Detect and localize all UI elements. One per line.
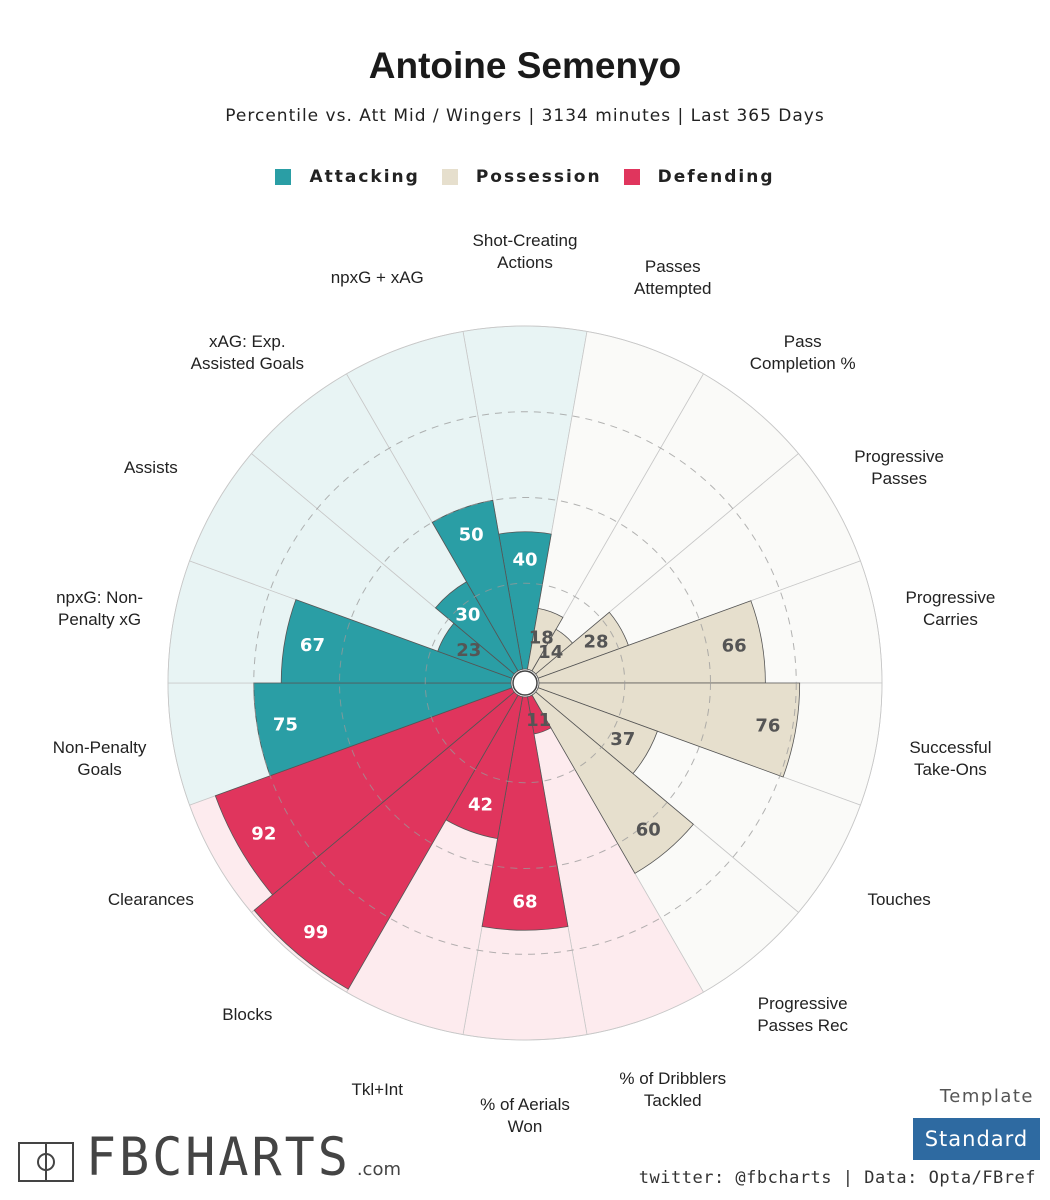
value-label-progressive-carries: 66	[722, 636, 747, 657]
grid-ring-50	[339, 497, 711, 869]
center-hole	[512, 670, 538, 696]
value-label-successful-take-ons: 76	[755, 715, 780, 736]
metric-label-progressive-passes: Progressive Passes	[854, 447, 944, 488]
metric-label-progressive-passes-rec: Progressive Passes Rec	[757, 994, 848, 1035]
metric-label-assists: Assists	[124, 458, 178, 477]
page-title: Antoine Semenyo	[368, 45, 682, 86]
metric-label-pass-completion: Pass Completion %	[750, 332, 856, 373]
bar-of-aerials-won	[481, 696, 569, 931]
grid-ring-outer	[167, 325, 883, 1041]
value-label-xag-exp-assisted-goals: 30	[455, 604, 480, 625]
metric-label-npxg-xag: npxG + xAG	[331, 268, 424, 287]
metric-labels: Shot-Creating Actions Passes Attempted Pass C…	[53, 231, 996, 1136]
legend-label-attacking: Attacking	[309, 167, 420, 187]
bar-successful-take-ons	[537, 682, 801, 778]
value-bars	[214, 499, 801, 990]
metric-label-tkl-int: Tkl+Int	[351, 1080, 403, 1099]
value-label-progressive-passes: 28	[584, 631, 609, 652]
bar-blocks	[253, 691, 519, 990]
value-label-touches: 37	[610, 729, 635, 750]
template-label: Template	[939, 1086, 1034, 1107]
legend-swatch-defending	[623, 169, 640, 185]
bar-progressive-passes-rec	[531, 691, 694, 874]
template-badge: Standard	[913, 1118, 1040, 1160]
metric-label-touches: Touches	[867, 890, 930, 909]
metric-label-of-dribblers-tackled: % of Dribblers Tackled	[619, 1069, 726, 1110]
value-label-of-dribblers-tackled: 11	[526, 710, 551, 731]
bar-clearances	[214, 687, 515, 896]
legend-label-defending: Defending	[657, 167, 775, 187]
metric-label-clearances: Clearances	[108, 890, 194, 909]
page-subtitle: Percentile vs. Att Mid / Wingers | 3134 …	[225, 106, 825, 126]
grid-ring-75	[253, 411, 797, 955]
fbcharts-logo: FBCHARTS .com	[18, 1126, 401, 1188]
logo-wordmark: FBCHARTS	[86, 1126, 351, 1188]
legend-swatch-possession	[441, 169, 458, 185]
metric-label-xag-exp-assisted-goals: xAG: Exp. Assisted Goals	[191, 332, 304, 373]
bar-shot-creating-actions	[498, 531, 552, 670]
value-label-tkl-int: 42	[468, 795, 493, 816]
metric-label-of-aerials-won: % of Aerials Won	[480, 1095, 570, 1136]
value-label-npxg-non-penalty-xg: 67	[300, 635, 325, 656]
value-label-progressive-passes-rec: 60	[636, 819, 661, 840]
legend: Attacking Possession Defending	[0, 167, 1050, 187]
grid	[167, 325, 883, 1041]
legend-item-attacking: Attacking	[275, 167, 419, 187]
value-label-pass-completion: 14	[538, 642, 563, 663]
metric-label-progressive-carries: Progressive Carries	[906, 588, 996, 629]
metric-label-npxg-non-penalty-xg: npxG: Non-Penalty xG	[56, 588, 143, 629]
bar-npxg-non-penalty-xg	[280, 599, 513, 684]
metric-label-successful-take-ons: Successful Take-Ons	[909, 738, 991, 779]
pitch-icon	[18, 1142, 74, 1182]
legend-label-possession: Possession	[475, 167, 602, 187]
metric-label-blocks: Blocks	[222, 1005, 272, 1024]
value-label-blocks: 99	[303, 922, 328, 943]
grid-ring-25	[424, 582, 626, 784]
value-label-non-penalty-goals: 75	[273, 715, 298, 736]
legend-swatch-attacking	[275, 169, 292, 185]
value-label-npxg-xag: 50	[459, 524, 484, 545]
metric-label-shot-creating-actions: Shot-Creating Actions	[473, 231, 578, 272]
legend-item-defending: Defending	[623, 167, 775, 187]
logo-suffix: .com	[356, 1159, 401, 1180]
value-label-clearances: 92	[251, 823, 276, 844]
legend-item-possession: Possession	[441, 167, 602, 187]
value-label-assists: 23	[456, 640, 481, 661]
value-label-of-aerials-won: 68	[512, 892, 537, 913]
credits-text: twitter: @fbcharts | Data: Opta/FBref	[638, 1168, 1036, 1188]
value-label-passes-attempted: 18	[529, 628, 554, 649]
value-label-shot-creating-actions: 40	[512, 549, 537, 570]
metric-label-passes-attempted: Passes Attempted	[634, 257, 712, 298]
metric-label-non-penalty-goals: Non-Penalty Goals	[53, 738, 147, 779]
